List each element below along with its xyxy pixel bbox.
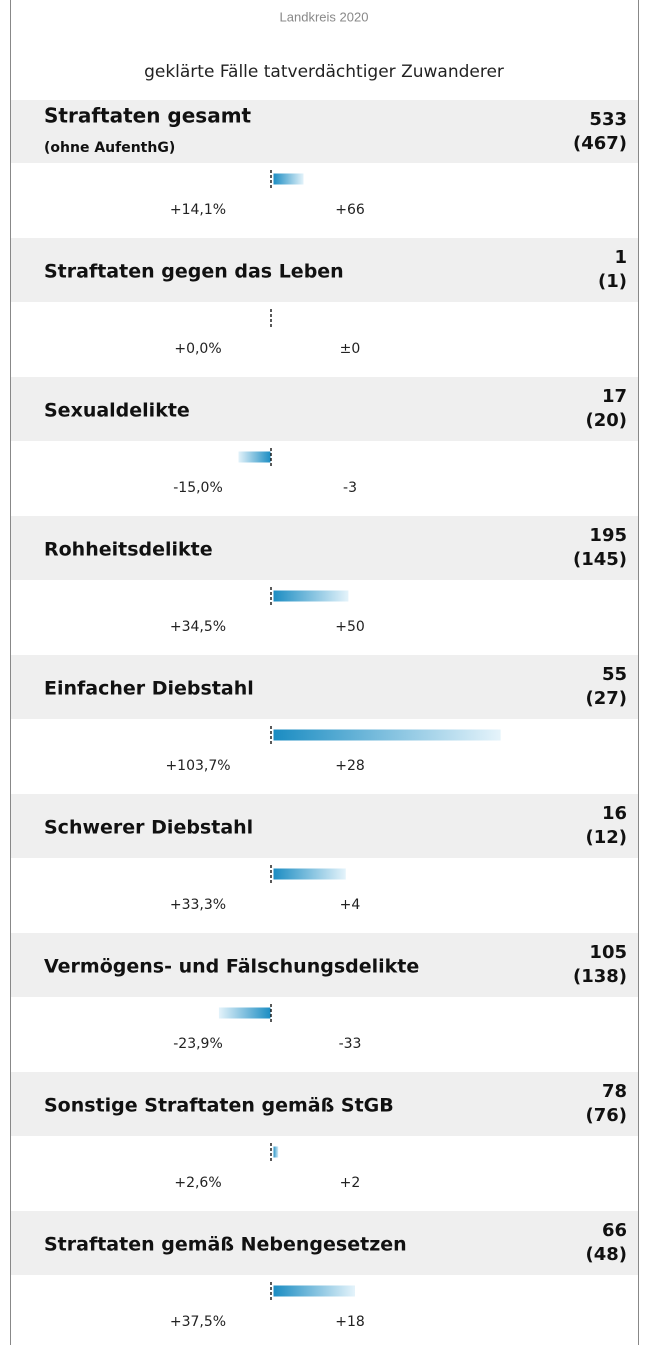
pct-label: +34,5% [170, 619, 226, 635]
row-previous: (76) [585, 1105, 627, 1126]
row-previous: (20) [585, 410, 627, 431]
row-value: 66 [602, 1220, 627, 1241]
row-name: Straftaten gemäß Nebengesetzen [44, 1234, 407, 1256]
diff-label: +2 [340, 1175, 361, 1191]
change-bar [272, 1284, 356, 1298]
row-previous: (12) [585, 827, 627, 848]
change-bar [272, 589, 350, 603]
row-name: Vermögens- und Fälschungsdelikte [44, 956, 419, 978]
change-bar [272, 728, 502, 742]
change-bar [272, 172, 305, 186]
row-name: Sexualdelikte [44, 400, 190, 422]
row-header [11, 377, 638, 441]
row-name: Einfacher Diebstahl [44, 678, 254, 700]
change-bar [272, 867, 347, 881]
pct-label: +33,3% [170, 897, 226, 913]
row-previous: (145) [573, 549, 627, 570]
row-name: Schwerer Diebstahl [44, 817, 253, 839]
pct-label: -15,0% [173, 480, 223, 496]
diff-label: +50 [335, 619, 365, 635]
pct-label: -23,9% [173, 1036, 223, 1052]
row-value: 195 [589, 525, 627, 546]
row-name: Sonstige Straftaten gemäß StGB [44, 1095, 394, 1117]
row-value: 16 [602, 803, 627, 824]
row-previous: (138) [573, 966, 627, 987]
pct-label: +0,0% [174, 341, 221, 357]
row-value: 17 [602, 386, 627, 407]
row-header [11, 100, 638, 163]
change-bar [237, 450, 272, 464]
diff-label: -3 [343, 480, 357, 496]
row-previous: (48) [585, 1244, 627, 1265]
row-name: Straftaten gegen das Leben [44, 261, 344, 283]
row-subname: (ohne AufenthG) [44, 140, 175, 156]
diff-label: -33 [339, 1036, 362, 1052]
row-previous: (1) [598, 271, 627, 292]
row-value: 1 [614, 247, 627, 268]
diff-label: +66 [335, 202, 365, 218]
row-value: 78 [602, 1081, 627, 1102]
title: Landkreis 2020 [280, 9, 369, 24]
row-previous: (467) [573, 133, 627, 154]
row-header [11, 655, 638, 719]
pct-label: +103,7% [165, 758, 230, 774]
diff-label: +4 [340, 897, 361, 913]
pct-label: +14,1% [170, 202, 226, 218]
row-header [11, 1072, 638, 1136]
diff-label: ±0 [340, 341, 361, 357]
pct-label: +2,6% [174, 1175, 221, 1191]
pct-label: +37,5% [170, 1314, 226, 1330]
row-previous: (27) [585, 688, 627, 709]
change-bar [217, 1006, 272, 1020]
row-header [11, 1211, 638, 1275]
row-header [11, 238, 638, 302]
row-header [11, 516, 638, 580]
subtitle: geklärte Fälle tatverdächtiger Zuwandere… [144, 62, 504, 82]
diff-label: +18 [335, 1314, 365, 1330]
row-name: Straftaten gesamt [44, 104, 252, 128]
row-header [11, 794, 638, 858]
row-value: 533 [589, 109, 627, 130]
row-header [11, 933, 638, 997]
diff-label: +28 [335, 758, 365, 774]
row-name: Rohheitsdelikte [44, 539, 213, 561]
row-value: 105 [589, 942, 627, 963]
change-bar [272, 1145, 280, 1159]
row-value: 55 [602, 664, 627, 685]
